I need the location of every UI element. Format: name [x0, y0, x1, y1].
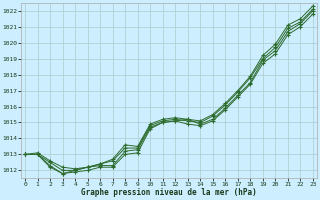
X-axis label: Graphe pression niveau de la mer (hPa): Graphe pression niveau de la mer (hPa) [81, 188, 257, 197]
